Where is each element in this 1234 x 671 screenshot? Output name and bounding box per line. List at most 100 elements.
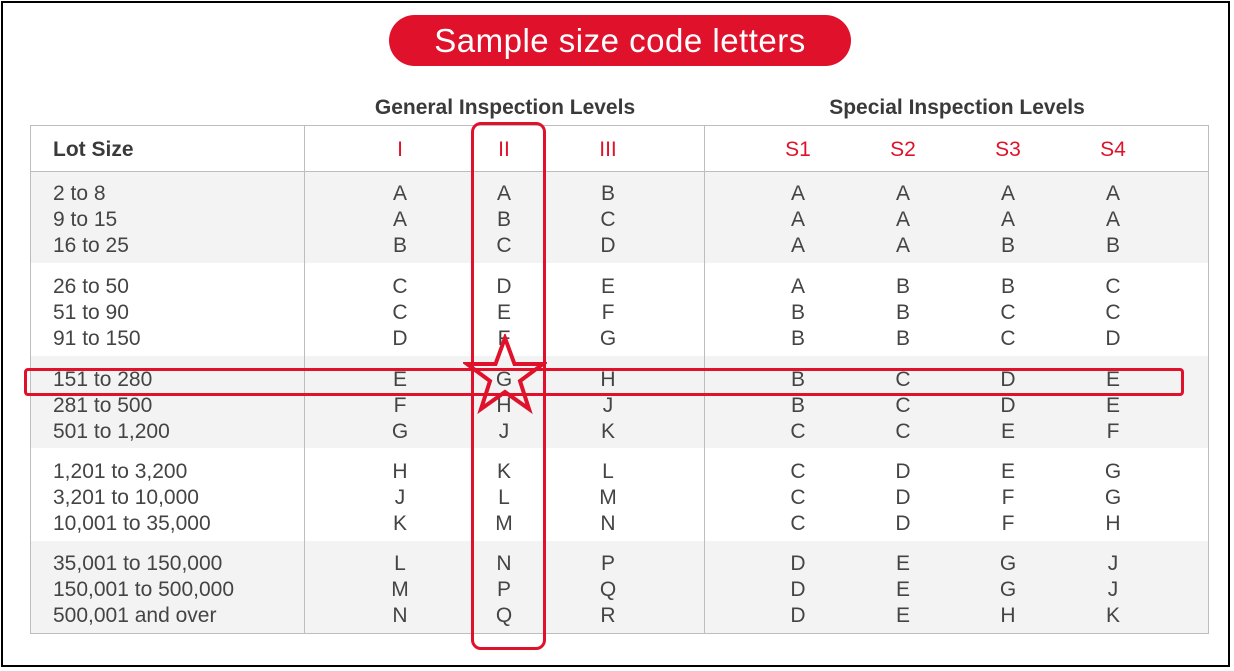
code-cell: M — [495, 512, 513, 535]
code-cell: J — [394, 486, 406, 509]
code-cell: D — [392, 327, 408, 350]
code-cell: A — [1000, 208, 1015, 231]
lot-cell: 281 to 500 — [53, 394, 153, 417]
group-divider — [704, 125, 705, 634]
col-header-I: I — [397, 138, 403, 161]
code-cell: D — [790, 604, 806, 627]
star-icon — [463, 334, 547, 414]
code-cell: E — [496, 301, 511, 324]
header-divider — [30, 171, 1209, 172]
code-cell: D — [1105, 327, 1121, 350]
code-cell: C — [1105, 301, 1121, 324]
code-cell: H — [392, 460, 408, 483]
code-cell: C — [1105, 275, 1121, 298]
code-cell: L — [602, 460, 614, 483]
col-header-II: II — [498, 138, 510, 161]
code-cell: D — [895, 512, 911, 535]
code-cell: A — [790, 275, 805, 298]
code-cell: A — [496, 182, 511, 205]
code-cell: B — [895, 275, 910, 298]
code-cell: G — [599, 327, 617, 350]
row-band-5 — [31, 541, 1208, 633]
code-cell: G — [1104, 460, 1122, 483]
lot-cell: 501 to 1,200 — [53, 420, 170, 443]
lot-column-divider — [304, 125, 305, 634]
code-cell: E — [895, 552, 910, 575]
code-cell: M — [599, 486, 617, 509]
code-cell: D — [790, 578, 806, 601]
lot-cell: 150,001 to 500,000 — [53, 578, 235, 601]
code-cell: A — [1105, 182, 1120, 205]
code-cell: G — [1104, 486, 1122, 509]
code-cell: C — [1000, 327, 1016, 350]
code-cell: B — [790, 327, 805, 350]
code-cell: K — [600, 420, 615, 443]
code-cell: Q — [599, 578, 617, 601]
code-cell: E — [895, 578, 910, 601]
code-cell: A — [895, 182, 910, 205]
code-cell: P — [496, 578, 511, 601]
row-band-1 — [31, 172, 1208, 263]
code-cell: D — [790, 552, 806, 575]
row-band-3 — [31, 356, 1208, 448]
code-cell: R — [600, 604, 616, 627]
general-levels-heading: General Inspection Levels — [374, 96, 636, 119]
code-cell: H — [496, 394, 512, 417]
code-cell: N — [392, 604, 408, 627]
code-cell: B — [1105, 234, 1120, 257]
code-cell: N — [600, 512, 616, 535]
code-cell: C — [790, 460, 806, 483]
code-cell: J — [498, 420, 510, 443]
lot-cell: 3,201 to 10,000 — [53, 486, 199, 509]
col-header-S1: S1 — [785, 138, 811, 161]
code-cell: D — [1000, 368, 1016, 391]
code-cell: A — [895, 208, 910, 231]
code-cell: F — [1001, 512, 1015, 535]
col-header-S3: S3 — [995, 138, 1021, 161]
lot-cell: 9 to 15 — [53, 208, 118, 231]
col-header-S2: S2 — [890, 138, 916, 161]
code-cell: Q — [495, 604, 513, 627]
lot-cell: 151 to 280 — [53, 368, 153, 391]
code-cell: B — [895, 301, 910, 324]
code-cell: H — [600, 368, 616, 391]
code-cell: E — [392, 368, 407, 391]
code-cell: B — [790, 301, 805, 324]
lot-cell: 1,201 to 3,200 — [53, 460, 188, 483]
code-cell: C — [392, 275, 408, 298]
code-cell: A — [392, 182, 407, 205]
special-levels-heading: Special Inspection Levels — [829, 96, 1085, 119]
lot-cell: 2 to 8 — [53, 182, 106, 205]
code-cell: E — [1105, 368, 1120, 391]
code-cell: F — [1001, 486, 1015, 509]
code-cell: A — [1000, 182, 1015, 205]
row-band-2 — [31, 263, 1208, 356]
code-cell: K — [392, 512, 407, 535]
table-top-border — [305, 125, 1209, 126]
code-cell: D — [600, 234, 616, 257]
code-cell: D — [496, 275, 512, 298]
code-cell: A — [790, 234, 805, 257]
code-cell: J — [1107, 578, 1119, 601]
code-cell: A — [790, 208, 805, 231]
row-band-4 — [31, 448, 1208, 541]
code-cell: D — [895, 460, 911, 483]
code-cell: H — [1105, 512, 1121, 535]
code-cell: M — [391, 578, 409, 601]
lot-cell: 16 to 25 — [53, 234, 129, 257]
code-cell: B — [600, 182, 615, 205]
code-cell: D — [895, 486, 911, 509]
code-cell: E — [895, 604, 910, 627]
code-cell: B — [895, 327, 910, 350]
code-cell: J — [602, 394, 614, 417]
code-cell: F — [601, 301, 615, 324]
code-cell: G — [999, 578, 1017, 601]
code-cell: C — [895, 368, 911, 391]
code-cell: B — [1000, 275, 1015, 298]
code-cell: D — [1000, 394, 1016, 417]
code-cell: C — [392, 301, 408, 324]
code-cell: A — [1105, 208, 1120, 231]
code-cell: K — [496, 460, 511, 483]
code-cell: B — [496, 208, 511, 231]
code-cell: L — [394, 552, 406, 575]
